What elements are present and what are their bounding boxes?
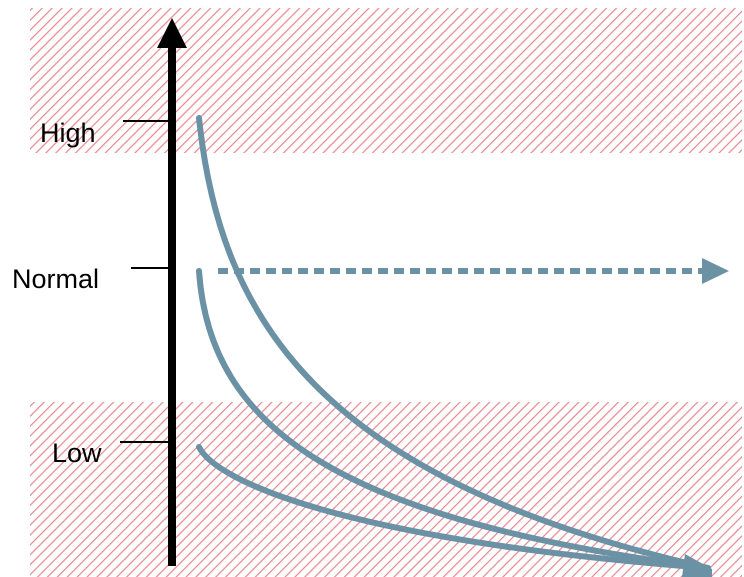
label-normal: Normal xyxy=(12,264,99,294)
upper-hatched-band xyxy=(30,8,742,153)
curves-arrowhead-icon xyxy=(682,554,712,577)
curve-from-normal xyxy=(196,268,711,571)
dotted-arrowhead-icon xyxy=(702,258,729,284)
curve-from-high xyxy=(196,115,711,571)
label-low: Low xyxy=(52,438,102,468)
axis-arrowhead-icon xyxy=(157,18,187,48)
label-high: High xyxy=(40,118,96,148)
curve-from-low xyxy=(196,444,711,571)
